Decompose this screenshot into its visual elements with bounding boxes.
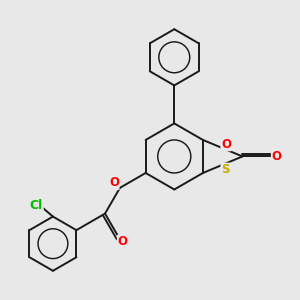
Text: O: O [272,150,281,163]
Text: O: O [221,138,231,151]
Text: O: O [117,236,128,248]
Text: Cl: Cl [30,199,43,212]
Text: S: S [221,163,230,176]
Text: O: O [109,176,119,189]
